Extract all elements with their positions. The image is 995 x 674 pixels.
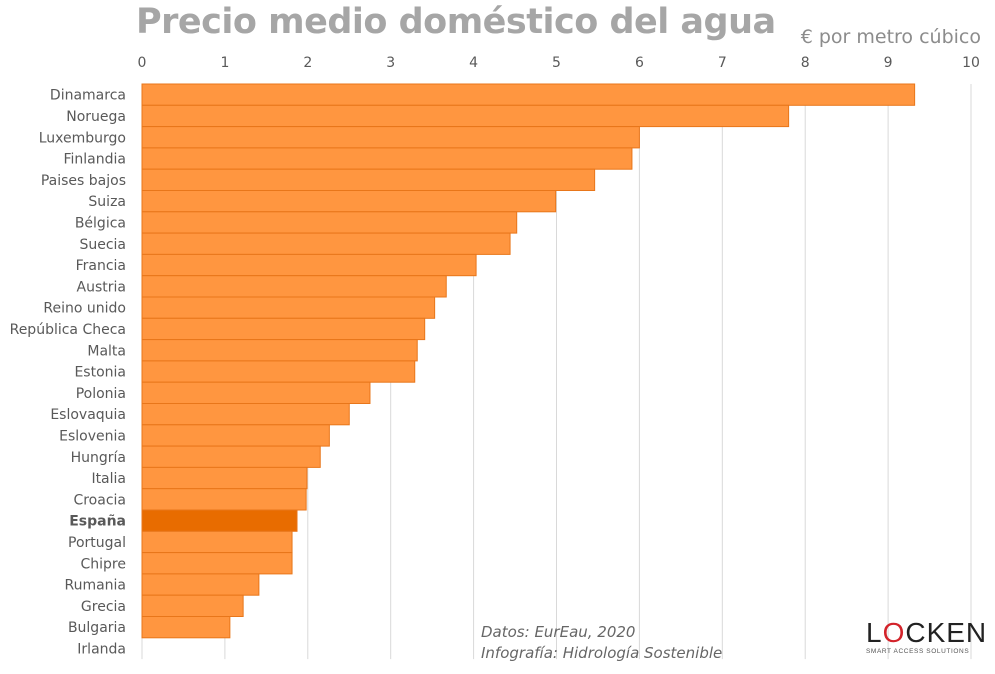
bar — [141, 168, 596, 191]
category-label: Bélgica — [75, 215, 126, 231]
x-tick-label: 8 — [801, 55, 810, 71]
bar — [141, 317, 426, 341]
credits: Datos: EurEau, 2020 Infografía: Hidrolog… — [481, 622, 722, 664]
category-label: Austria — [77, 279, 126, 295]
bar — [141, 488, 307, 511]
bar — [141, 445, 321, 468]
bar — [141, 232, 511, 255]
category-label: Dinamarca — [50, 88, 126, 104]
category-label: Finlandia — [64, 152, 127, 168]
x-tick-label: 6 — [635, 55, 644, 71]
category-label: Irlanda — [77, 641, 126, 657]
category-label: Grecia — [81, 599, 126, 615]
category-label: Suiza — [88, 194, 126, 210]
category-label: España — [69, 514, 126, 530]
x-axis-label: € por metro cúbico — [800, 26, 981, 48]
category-label: Polonia — [76, 386, 126, 402]
category-label: Italia — [91, 471, 126, 487]
x-tick-label: 3 — [386, 55, 395, 71]
bar — [141, 339, 418, 362]
bar — [141, 466, 308, 490]
x-tick-label: 9 — [884, 55, 893, 71]
category-label: Portugal — [68, 535, 126, 551]
category-label: Bulgaria — [68, 620, 126, 636]
category-label: Luxemburgo — [39, 130, 126, 146]
bar — [141, 509, 298, 532]
bar — [141, 275, 447, 298]
bar — [141, 83, 916, 106]
locken-logo: LOCKEN SMART ACCESS SOLUTIONS — [866, 617, 988, 656]
bar — [141, 424, 330, 447]
category-label: Rumania — [64, 578, 126, 594]
bar — [141, 147, 633, 170]
logo-tagline: SMART ACCESS SOLUTIONS — [866, 648, 970, 655]
category-label: Eslovenia — [59, 428, 126, 444]
category-label: Noruega — [66, 109, 126, 125]
category-label: Croacia — [73, 492, 126, 508]
bar — [141, 530, 293, 554]
bar — [141, 360, 416, 383]
bar — [141, 403, 350, 426]
credits-infographic: Infografía: Hidrología Sostenible — [481, 644, 723, 662]
category-label: Eslovaquia — [50, 407, 126, 423]
category-label: Malta — [87, 343, 126, 359]
category-label: República Checa — [10, 322, 126, 338]
category-label: Hungría — [71, 450, 126, 466]
x-tick-label: 2 — [303, 55, 312, 71]
category-label: Chipre — [81, 556, 127, 572]
x-tick-label: 0 — [138, 55, 147, 71]
bar — [141, 573, 260, 596]
bar — [141, 190, 557, 213]
category-label: Francia — [76, 258, 126, 274]
bar — [141, 296, 436, 319]
x-tick-label: 4 — [469, 55, 478, 71]
bar — [141, 616, 231, 639]
bar — [141, 594, 244, 618]
chart-title: Precio medio doméstico del agua — [136, 2, 776, 42]
credits-data: Datos: EurEau, 2020 — [481, 623, 636, 641]
category-label: Suecia — [79, 237, 126, 253]
x-tick-label: 1 — [220, 55, 229, 71]
bar — [141, 211, 518, 234]
category-label: Estonia — [74, 365, 126, 381]
category-label: Reino unido — [43, 301, 126, 317]
category-label: Paises bajos — [41, 173, 126, 189]
x-tick-label: 5 — [552, 55, 561, 71]
bar — [141, 552, 293, 575]
bar — [141, 126, 640, 149]
bar — [141, 104, 790, 128]
bar — [141, 253, 477, 277]
x-tick-label: 10 — [962, 55, 980, 71]
bar — [141, 381, 371, 405]
x-tick-label: 7 — [718, 55, 727, 71]
